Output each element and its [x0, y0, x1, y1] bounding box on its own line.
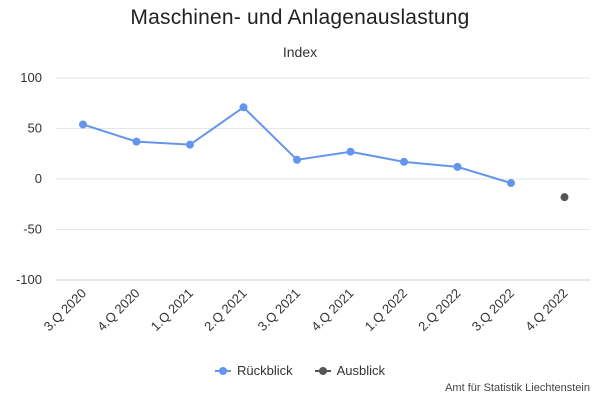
- x-tick-label: 3.Q 2021: [255, 286, 303, 334]
- x-tick-label: 2.Q 2022: [415, 286, 463, 334]
- chart-credit: Amt für Statistik Liechtenstein: [445, 382, 590, 394]
- legend-label-rueckblick: Rückblick: [236, 363, 293, 378]
- x-tick-label: 4.Q 2021: [308, 286, 356, 334]
- series-line-0: [82, 106, 512, 184]
- chart-subtitle: Index: [282, 44, 318, 60]
- x-tick-label: 4.Q 2020: [94, 286, 142, 334]
- x-tick-label: 3.Q 2022: [469, 286, 517, 334]
- data-point-0-4: [293, 155, 301, 164]
- legend-label-ausblick: Ausblick: [336, 363, 386, 378]
- legend-item-ausblick[interactable]: Ausblick: [314, 363, 386, 378]
- data-point-0-5: [346, 147, 355, 156]
- x-tick-label: 1.Q 2021: [148, 286, 196, 334]
- data-point-0-0: [79, 120, 87, 129]
- data-point-0-6: [400, 157, 408, 166]
- data-point-1-9: [560, 193, 569, 202]
- data-point-0-1: [132, 137, 141, 146]
- y-tick-label: 50: [28, 121, 42, 136]
- x-tick-label: 3.Q 2020: [41, 286, 89, 334]
- chart-legend: Rückblick Ausblick: [0, 363, 600, 378]
- data-point-0-2: [186, 140, 194, 149]
- y-tick-label: -50: [23, 222, 42, 237]
- legend-swatch-ausblick: [314, 366, 331, 376]
- data-point-0-8: [507, 179, 515, 188]
- y-tick-label: -100: [16, 272, 42, 287]
- legend-item-rueckblick[interactable]: Rückblick: [214, 363, 293, 378]
- y-tick-label: 0: [35, 171, 42, 186]
- y-tick-label: 100: [20, 70, 42, 85]
- data-point-0-3: [239, 103, 248, 112]
- x-tick-label: 1.Q 2022: [362, 286, 410, 334]
- x-tick-label: 4.Q 2022: [522, 286, 570, 334]
- data-point-0-7: [453, 162, 462, 171]
- legend-swatch-rueckblick: [214, 366, 231, 376]
- x-tick-label: 2.Q 2021: [201, 286, 249, 334]
- chart-title: Maschinen- und Anlagenauslastung: [130, 6, 470, 29]
